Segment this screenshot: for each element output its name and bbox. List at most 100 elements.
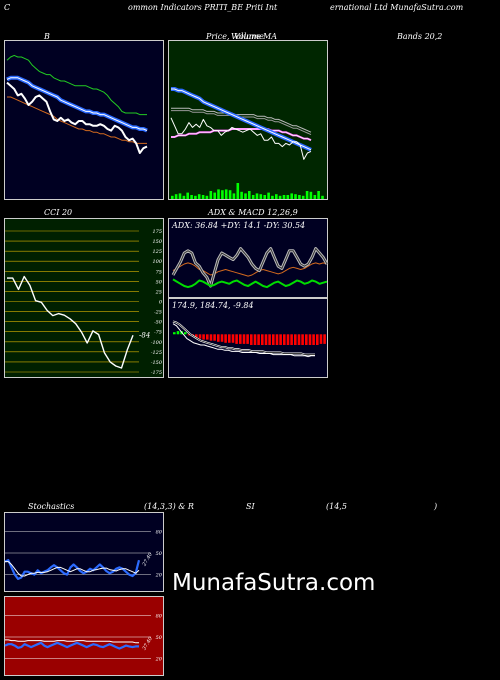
volume-bar xyxy=(221,190,224,199)
macd-histogram-bar xyxy=(305,334,308,345)
cci-tick-label: -25 xyxy=(154,310,162,316)
macd-histogram-bar xyxy=(283,334,286,345)
stoch-title-c: SI xyxy=(246,502,255,511)
adx-plus-dy-line xyxy=(172,278,328,289)
macd-histogram-bar xyxy=(316,334,319,345)
macd-histogram-bar xyxy=(242,334,246,344)
volume-bar xyxy=(217,189,220,199)
rsi-last-value: 37.40 xyxy=(142,635,155,651)
stoch-title-b: (14,3,3) & R xyxy=(144,502,194,511)
adx-minus-dy-line xyxy=(172,262,328,277)
cci-tick-label: -100 xyxy=(151,340,163,346)
macd-histogram-bar xyxy=(202,334,205,340)
cci-title: CCI 20 xyxy=(44,208,73,217)
bollinger-panel xyxy=(4,40,164,200)
rsi-smooth-line xyxy=(5,639,139,644)
macd-histogram-bar xyxy=(246,334,249,344)
volume-bar xyxy=(275,194,278,199)
cci-tick-label: 25 xyxy=(155,289,162,295)
macd-readout: 174.9, 184.74, -9.84 xyxy=(172,301,254,310)
macd-histogram-bar xyxy=(297,334,301,345)
macd-histogram-bar xyxy=(213,334,216,341)
rsi-tick-label: 80 xyxy=(156,613,163,619)
volume-bar xyxy=(178,193,182,199)
adx-line-core xyxy=(172,248,328,287)
macd-line xyxy=(172,323,315,358)
stochastics-panel: 80 50 20 27.40 xyxy=(4,512,164,592)
adx-chart xyxy=(171,247,329,289)
volume-bar xyxy=(267,192,270,199)
macd-histogram-bar xyxy=(257,334,260,345)
macd-histogram-bar xyxy=(308,334,312,345)
volume-bar xyxy=(236,183,240,199)
stoch-title-d: (14,5 xyxy=(326,502,347,511)
volume-bar xyxy=(244,193,247,199)
bollinger-title: B xyxy=(44,32,50,41)
macd-histogram-bar xyxy=(301,334,304,345)
ma-gray-line xyxy=(171,107,312,133)
macd-histogram-bar xyxy=(184,332,187,335)
volume-bar xyxy=(290,193,293,199)
macd-histogram-bar xyxy=(279,334,282,345)
volume-bar xyxy=(282,195,286,199)
bb-upper-line xyxy=(6,54,147,116)
volume-bar xyxy=(259,194,263,199)
rsi-panel: 80 50 20 37.40 xyxy=(4,596,164,676)
volume-bar xyxy=(197,194,201,199)
cci-tick-label: 50 xyxy=(156,279,163,285)
cci-tick-label: -50 xyxy=(154,320,163,326)
macd-histogram-bar xyxy=(228,334,231,343)
watermark: MunafaSutra.com xyxy=(172,570,376,596)
volume-bar xyxy=(298,195,301,199)
macd-histogram-bar xyxy=(220,334,224,342)
macd-histogram-bar xyxy=(275,334,279,345)
cci-tick-label: -150 xyxy=(151,360,163,366)
header-left: C xyxy=(4,3,11,12)
price-ma-chart xyxy=(170,87,324,199)
macd-histogram-bar xyxy=(253,334,257,345)
bands-title: Bands 20,2 xyxy=(397,32,443,41)
cci-tick-label: 75 xyxy=(156,269,162,275)
volume-bar xyxy=(286,195,290,199)
cci-chart: 175 150 125 100 75 50 25 0 -25 -50 -75 -100 -125 -150… xyxy=(5,229,163,376)
volume-bar xyxy=(278,195,282,199)
volume-bar xyxy=(317,191,320,199)
stoch-tick-label: 20 xyxy=(155,573,163,579)
adx-readout: ADX: 36.84 +DY: 14.1 -DY: 30.54 xyxy=(172,221,306,230)
macd-histogram-bar xyxy=(264,334,268,345)
volume-bar xyxy=(240,191,243,199)
price-ma-panel xyxy=(168,40,328,200)
bb-price-line xyxy=(6,81,148,154)
stoch-tick-label: 50 xyxy=(156,551,163,557)
macd-histogram-bar xyxy=(294,334,297,345)
volume-bar xyxy=(294,194,297,199)
rsi-line xyxy=(4,641,139,650)
cci-tick-label: 125 xyxy=(152,249,162,255)
volume-bar xyxy=(321,195,324,199)
macd-histogram-bar xyxy=(187,334,191,336)
macd-histogram-bar xyxy=(323,334,326,344)
macd-histogram-bar xyxy=(261,334,264,345)
volume-bar xyxy=(171,195,174,199)
volume-bar xyxy=(182,195,186,199)
rsi-tick-label: 50 xyxy=(156,635,163,641)
volume-bar xyxy=(251,195,255,199)
stoch-last-value: 27.40 xyxy=(141,551,154,568)
macd-histogram-bar xyxy=(209,334,213,341)
volume-bar xyxy=(190,195,193,199)
cci-tick-label: 175 xyxy=(152,229,162,235)
stoch-tick-label: 80 xyxy=(156,529,163,535)
adx-panel: ADX: 36.84 +DY: 14.1 -DY: 30.54 xyxy=(168,218,329,298)
macd-histogram-bar xyxy=(217,334,220,342)
macd-histogram-bar xyxy=(319,334,323,344)
stoch-d-line xyxy=(5,561,140,577)
volume-bar xyxy=(224,189,228,199)
macd-histogram-bar xyxy=(173,332,176,335)
cci-tick-label: 100 xyxy=(152,259,162,265)
volume-bar xyxy=(209,191,213,199)
volume-bar xyxy=(194,195,197,199)
macd-signal-core xyxy=(172,321,315,355)
macd-histogram-bar xyxy=(206,334,209,340)
volume-bar xyxy=(313,195,317,199)
